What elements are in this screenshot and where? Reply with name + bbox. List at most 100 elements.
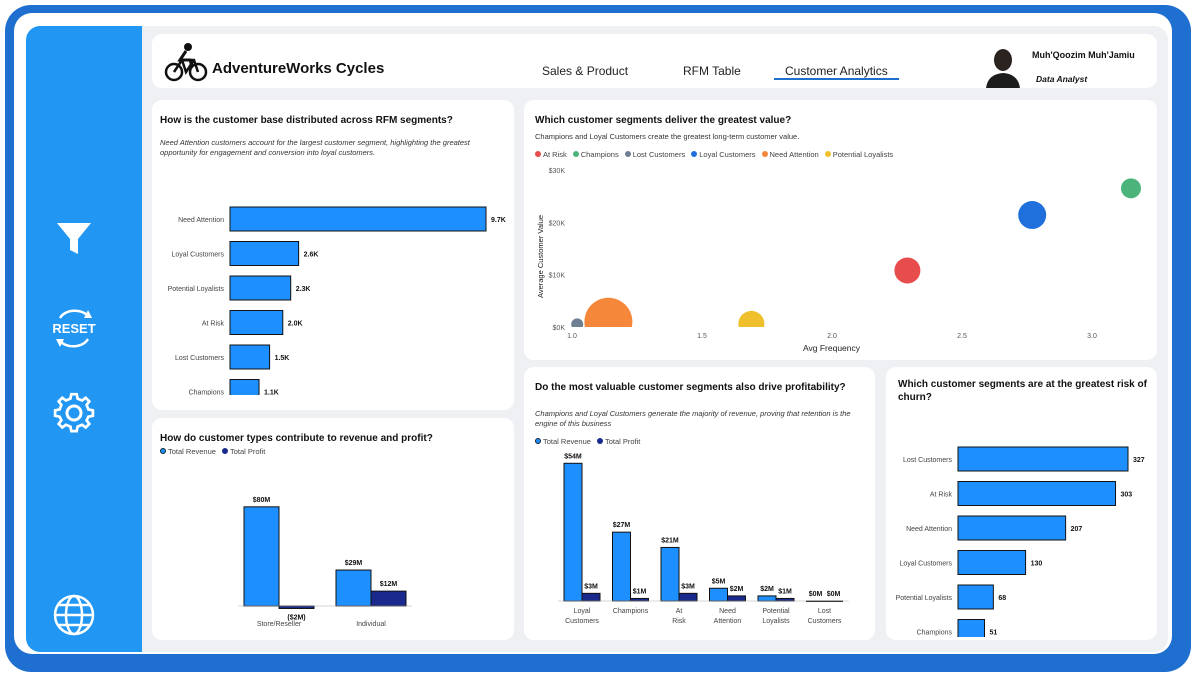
bar — [957, 550, 1027, 575]
category-label: Potential Loyalists — [168, 286, 225, 293]
x-axis-title: Avg Frequency — [803, 343, 861, 353]
reset-button[interactable]: RESET — [48, 302, 100, 354]
category-label: Customers — [565, 618, 599, 625]
revenue-bar — [563, 462, 583, 602]
profit-label: $3M — [584, 583, 598, 590]
avatar — [984, 46, 1022, 88]
filter-button[interactable] — [51, 216, 97, 262]
category-label: Potential — [762, 608, 790, 615]
bar — [229, 379, 260, 395]
category-label: Lost Customers — [903, 457, 953, 464]
profit-bar — [278, 605, 315, 609]
category-label: Lost Customers — [175, 355, 225, 362]
profit-bar — [581, 592, 601, 602]
scatter-point — [1018, 201, 1047, 230]
data-label: 2.0K — [288, 321, 303, 328]
profit-label: $12M — [380, 581, 398, 588]
data-label: 2.3K — [296, 286, 311, 293]
x-tick-label: 3.0 — [1087, 333, 1097, 340]
card-subtitle: Champions and Loyal Customers create the… — [535, 132, 800, 141]
legend-total-revenue: Total Revenue — [543, 437, 591, 446]
profit-bar — [370, 590, 407, 607]
settings-button[interactable] — [51, 390, 97, 436]
card-subtitle: Need Attention customers account for the… — [160, 138, 470, 157]
x-tick-label: 2.0 — [827, 333, 837, 340]
revenue-bar — [660, 546, 680, 602]
scatter-point — [584, 297, 633, 327]
main-content: AdventureWorks Cycles Sales & Product RF… — [142, 26, 1168, 652]
bar — [957, 446, 1129, 472]
data-label: 1.5K — [275, 355, 290, 362]
scatter-point — [1121, 178, 1141, 199]
revenue-bar — [612, 531, 631, 602]
tab-sales-product[interactable]: Sales & Product — [542, 64, 629, 78]
card-title: How do customer types contribute to reve… — [160, 433, 433, 444]
legend-label: At Risk — [543, 150, 567, 159]
legend-dot — [624, 151, 631, 157]
profit-bar — [678, 592, 698, 602]
rfm-bar-chart: Need Attention 9.7K Loyal Customers 2.6K Pot… — [168, 206, 506, 396]
tab-rfm-table[interactable]: RFM Table — [683, 64, 741, 78]
profit-bar — [630, 597, 649, 602]
category-label: At Risk — [930, 492, 953, 499]
card-title: Which customer segments deliver the grea… — [535, 115, 792, 126]
card-segment-value: Which customer segments deliver the grea… — [524, 100, 1157, 360]
category-label: Loyal Customers — [899, 561, 952, 568]
category-label: Store/Reseller — [257, 621, 302, 628]
bar — [229, 275, 292, 301]
sidebar: RESET — [26, 26, 142, 652]
profit-label: $1M — [633, 588, 647, 595]
legend-dot — [691, 151, 698, 157]
y-tick-label: $10K — [549, 273, 566, 280]
category-label: Champions — [613, 608, 649, 615]
legend-dot — [535, 151, 541, 157]
bar — [957, 619, 986, 637]
y-tick-label: $30K — [549, 168, 566, 175]
data-label: 130 — [1031, 561, 1043, 568]
category-label: Individual — [356, 621, 386, 628]
revenue-label: $21M — [661, 537, 679, 544]
customer-type-legend: Total Revenue Total Profit — [160, 447, 265, 456]
category-label: Need Attention — [906, 526, 952, 533]
scatter-point — [571, 318, 584, 327]
y-tick-label: $20K — [549, 220, 566, 227]
legend-label: Need Attention — [769, 150, 819, 159]
x-tick-label: 1.5 — [697, 333, 707, 340]
category-label: Risk — [672, 618, 686, 625]
category-label: Loyal — [574, 608, 591, 615]
card-subtitle: Champions and Loyal Customers generate t… — [535, 409, 851, 428]
category-label: Champions — [189, 390, 225, 396]
web-button[interactable] — [51, 592, 97, 638]
gear-icon — [53, 392, 95, 433]
x-tick-label: 2.5 — [957, 333, 967, 340]
data-label: 303 — [1121, 492, 1133, 499]
bar — [957, 515, 1067, 541]
tab-customer-analytics[interactable]: Customer Analytics — [774, 64, 899, 80]
legend-label: Champions — [580, 150, 619, 159]
bicycle-icon — [164, 43, 208, 82]
category-label: Loyal Customers — [171, 252, 224, 259]
card-rfm-distribution: How is the customer base distributed acr… — [152, 100, 514, 410]
legend-total-profit: Total Profit — [229, 447, 266, 456]
data-label: 2.6K — [304, 252, 319, 259]
profit-bar — [775, 597, 795, 602]
card-title: Which customer segments are at the great… — [898, 379, 1147, 403]
segment-scatter-chart: $0K $10K $20K $30K 1.0 1.5 2.0 2.5 3.0 Avg Freque… — [536, 168, 1141, 353]
legend-label: Lost Customers — [632, 150, 686, 159]
legend-total-revenue: Total Revenue — [168, 447, 216, 456]
category-label: Champions — [917, 630, 953, 637]
x-tick-label: 1.0 — [567, 333, 577, 340]
category-label: At — [676, 608, 683, 615]
legend-dot — [572, 151, 579, 157]
data-label: 327 — [1133, 457, 1145, 464]
user-name: Muh'Qoozim Muh'Jamiu — [1032, 50, 1135, 60]
legend-item: Need Attention — [761, 150, 819, 159]
profit-label: $1M — [778, 588, 792, 595]
revenue-bar — [243, 506, 280, 607]
category-label: Attention — [714, 618, 742, 625]
globe-icon — [53, 594, 95, 636]
legend-dot — [761, 151, 768, 157]
category-label: Loyalists — [762, 618, 790, 625]
legend-item: At Risk — [535, 150, 567, 159]
bar — [229, 310, 284, 335]
